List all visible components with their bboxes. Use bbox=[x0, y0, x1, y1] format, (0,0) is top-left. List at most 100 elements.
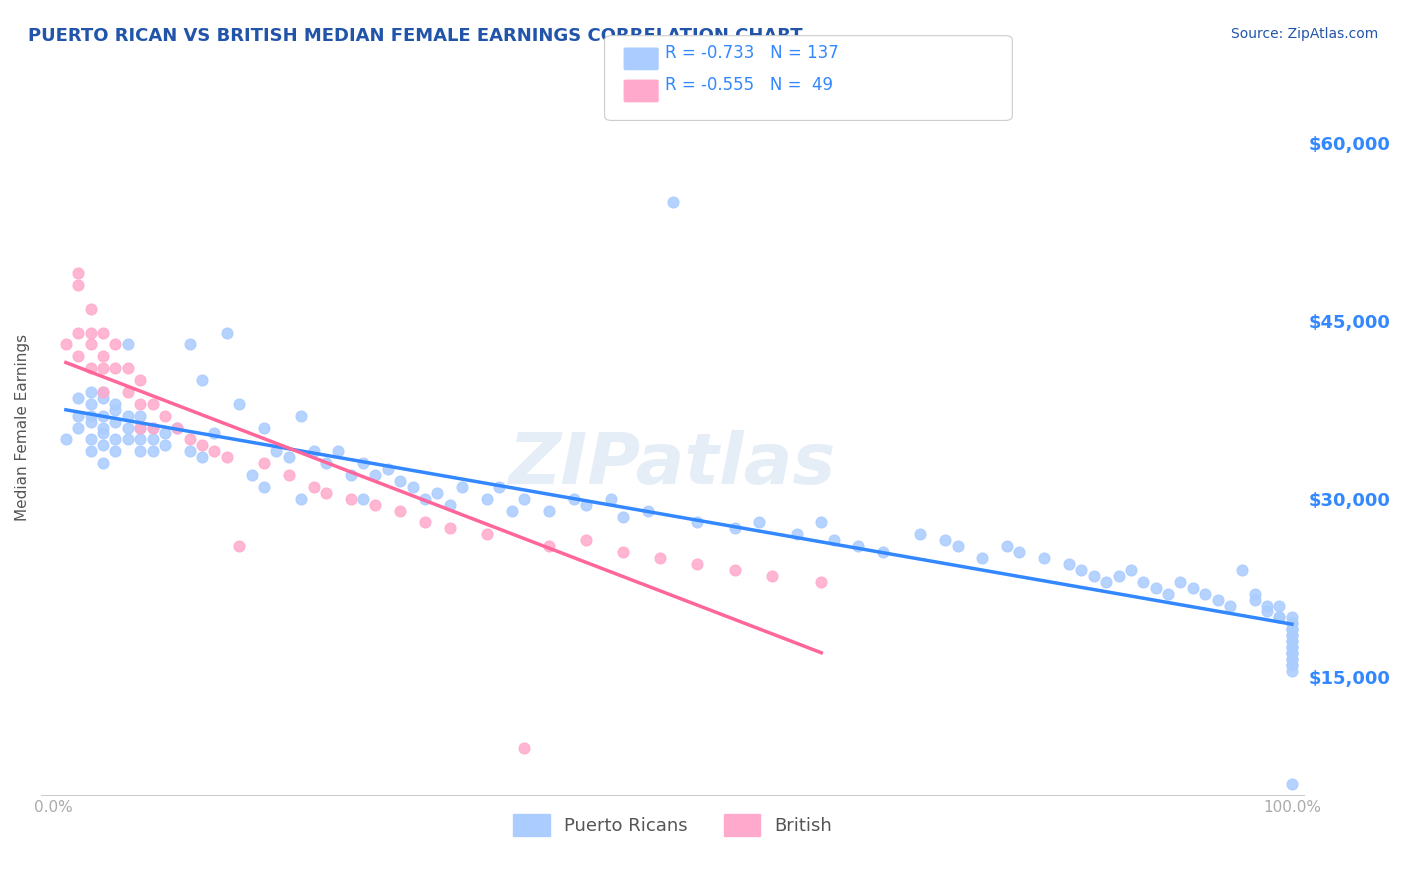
Point bbox=[1095, 574, 1118, 589]
Point bbox=[91, 391, 114, 405]
Point bbox=[179, 433, 201, 447]
Point bbox=[91, 409, 114, 423]
Point bbox=[1008, 545, 1031, 559]
Point bbox=[1281, 776, 1303, 790]
Point bbox=[204, 444, 226, 458]
Point bbox=[129, 373, 152, 387]
Point bbox=[117, 361, 139, 376]
Point bbox=[612, 545, 634, 559]
Point bbox=[810, 574, 832, 589]
Point bbox=[129, 420, 152, 434]
Point bbox=[166, 420, 188, 434]
Point bbox=[166, 420, 188, 434]
Point bbox=[475, 527, 498, 541]
Point bbox=[129, 433, 152, 447]
Point bbox=[1281, 616, 1303, 631]
Point bbox=[67, 391, 90, 405]
Point bbox=[1268, 610, 1291, 624]
Point bbox=[501, 503, 523, 517]
Point bbox=[1281, 657, 1303, 672]
Point bbox=[389, 503, 412, 517]
Point bbox=[315, 485, 337, 500]
Point bbox=[786, 527, 808, 541]
Point bbox=[562, 491, 585, 506]
Point bbox=[129, 397, 152, 411]
Point bbox=[67, 266, 90, 280]
Point bbox=[1281, 652, 1303, 666]
Point bbox=[1256, 599, 1278, 613]
Point bbox=[537, 539, 560, 553]
Point bbox=[1281, 622, 1303, 636]
Point bbox=[117, 433, 139, 447]
Point bbox=[129, 444, 152, 458]
Point bbox=[253, 456, 276, 470]
Point bbox=[1083, 569, 1105, 583]
Point bbox=[1157, 587, 1180, 601]
Point bbox=[266, 444, 288, 458]
Point bbox=[537, 503, 560, 517]
Point bbox=[686, 516, 709, 530]
Point bbox=[179, 337, 201, 351]
Point bbox=[1281, 646, 1303, 660]
Point bbox=[240, 467, 263, 482]
Point bbox=[79, 397, 101, 411]
Point bbox=[1281, 664, 1303, 678]
Point bbox=[142, 397, 165, 411]
Point bbox=[810, 516, 832, 530]
Point bbox=[104, 402, 127, 417]
Point bbox=[142, 420, 165, 434]
Point bbox=[661, 194, 683, 209]
Point bbox=[104, 415, 127, 429]
Point bbox=[1132, 574, 1154, 589]
Point bbox=[1281, 610, 1303, 624]
Point bbox=[352, 456, 374, 470]
Point bbox=[761, 569, 783, 583]
Point bbox=[91, 426, 114, 441]
Point bbox=[1281, 652, 1303, 666]
Point bbox=[650, 551, 672, 566]
Point bbox=[104, 361, 127, 376]
Point bbox=[1281, 657, 1303, 672]
Point bbox=[1281, 640, 1303, 654]
Point bbox=[513, 491, 536, 506]
Point bbox=[79, 433, 101, 447]
Point bbox=[117, 420, 139, 434]
Point bbox=[910, 527, 932, 541]
Point bbox=[475, 491, 498, 506]
Point bbox=[302, 480, 325, 494]
Point bbox=[191, 373, 214, 387]
Point bbox=[1194, 587, 1216, 601]
Point bbox=[328, 444, 350, 458]
Text: PUERTO RICAN VS BRITISH MEDIAN FEMALE EARNINGS CORRELATION CHART: PUERTO RICAN VS BRITISH MEDIAN FEMALE EA… bbox=[28, 27, 803, 45]
Point bbox=[1281, 640, 1303, 654]
Point bbox=[215, 450, 238, 465]
Point bbox=[79, 337, 101, 351]
Y-axis label: Median Female Earnings: Median Female Earnings bbox=[15, 334, 30, 521]
Point bbox=[723, 521, 745, 535]
Point bbox=[67, 409, 90, 423]
Point bbox=[204, 426, 226, 441]
Legend: Puerto Ricans, British: Puerto Ricans, British bbox=[505, 805, 841, 846]
Point bbox=[1281, 616, 1303, 631]
Point bbox=[934, 533, 956, 548]
Point bbox=[91, 361, 114, 376]
Point bbox=[79, 409, 101, 423]
Point bbox=[364, 498, 387, 512]
Point bbox=[215, 326, 238, 340]
Point bbox=[67, 420, 90, 434]
Point bbox=[179, 444, 201, 458]
Point bbox=[153, 438, 176, 452]
Point bbox=[1232, 563, 1254, 577]
Point bbox=[1243, 587, 1265, 601]
Point bbox=[79, 415, 101, 429]
Point bbox=[79, 384, 101, 399]
Point bbox=[191, 450, 214, 465]
Point bbox=[723, 563, 745, 577]
Point bbox=[1281, 622, 1303, 636]
Point bbox=[426, 485, 449, 500]
Point bbox=[67, 326, 90, 340]
Point bbox=[339, 491, 361, 506]
Point bbox=[972, 551, 994, 566]
Point bbox=[253, 480, 276, 494]
Point bbox=[823, 533, 845, 548]
